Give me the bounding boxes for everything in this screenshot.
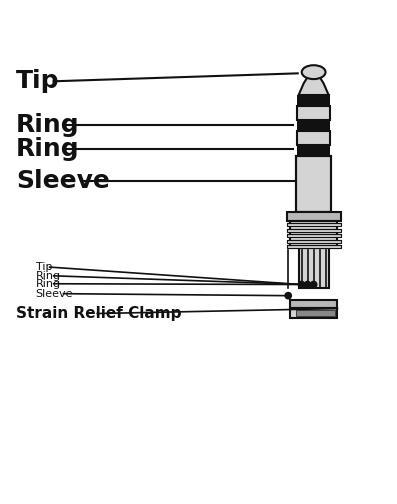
Text: Sleeve: Sleeve	[16, 168, 110, 193]
Bar	[287, 212, 341, 221]
Bar	[297, 95, 330, 106]
Bar	[297, 106, 330, 120]
Circle shape	[304, 281, 311, 288]
Bar	[296, 309, 335, 316]
Text: Strain Relief Clamp: Strain Relief Clamp	[16, 306, 181, 321]
Circle shape	[310, 281, 317, 288]
Bar	[290, 221, 337, 248]
Bar	[297, 120, 330, 131]
Text: Tip: Tip	[16, 69, 60, 93]
Text: Ring: Ring	[36, 279, 61, 289]
Bar	[290, 300, 337, 307]
Bar	[287, 245, 341, 248]
Bar	[297, 145, 330, 156]
Text: Sleeve: Sleeve	[36, 289, 73, 299]
Ellipse shape	[302, 65, 326, 79]
Bar	[287, 229, 341, 232]
Text: Ring: Ring	[36, 271, 61, 281]
Polygon shape	[299, 68, 329, 95]
Circle shape	[299, 281, 305, 288]
Bar	[287, 234, 341, 237]
Text: Tip: Tip	[36, 262, 52, 272]
Bar	[290, 307, 337, 318]
Bar	[296, 156, 331, 212]
Bar	[287, 240, 341, 242]
Bar	[296, 156, 331, 212]
Bar	[297, 131, 330, 145]
Bar	[287, 223, 341, 226]
Circle shape	[285, 292, 291, 299]
Text: Ring: Ring	[16, 113, 79, 137]
Bar	[299, 248, 329, 288]
Text: Ring: Ring	[16, 137, 79, 161]
